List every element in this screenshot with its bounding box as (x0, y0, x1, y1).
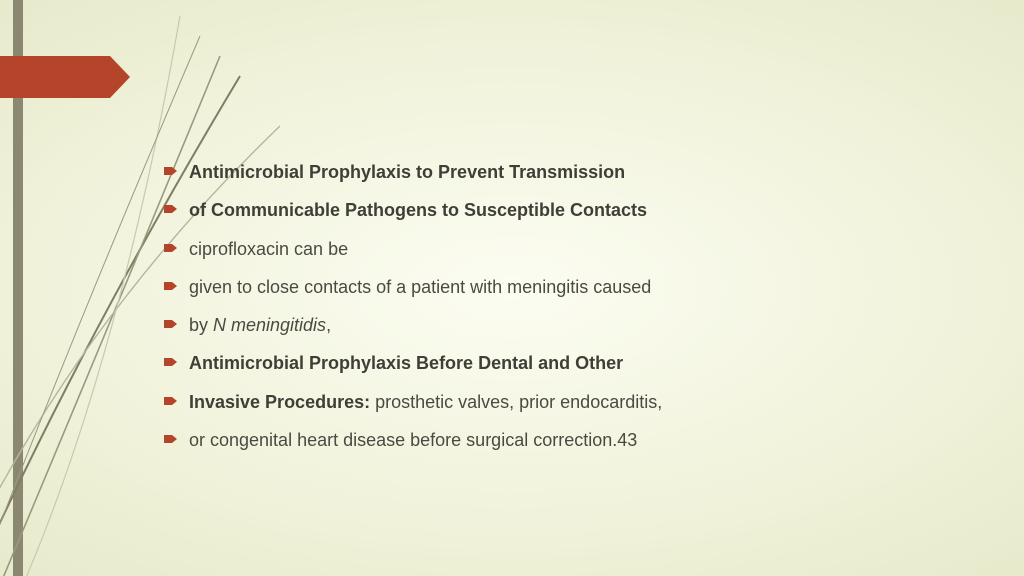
bullet-icon (163, 390, 189, 408)
list-item: of Communicable Pathogens to Susceptible… (163, 198, 943, 222)
list-item-text: ciprofloxacin can be (189, 237, 943, 261)
bullet-icon (163, 160, 189, 178)
list-item-text: Antimicrobial Prophylaxis to Prevent Tra… (189, 160, 943, 184)
text-italic: N meningitidis (213, 315, 326, 335)
list-item-text: of Communicable Pathogens to Susceptible… (189, 198, 943, 222)
list-item: by N meningitidis, (163, 313, 943, 337)
bullet-icon (163, 313, 189, 331)
list-item: Invasive Procedures: prosthetic valves, … (163, 390, 943, 414)
text-prefix: by (189, 315, 213, 335)
text-rest: prosthetic valves, prior endocarditis, (375, 392, 662, 412)
list-item: or congenital heart disease before surgi… (163, 428, 943, 452)
bullet-icon (163, 275, 189, 293)
list-item-text: Invasive Procedures: prosthetic valves, … (189, 390, 943, 414)
bullet-icon (163, 198, 189, 216)
list-item: ciprofloxacin can be (163, 237, 943, 261)
bullet-icon (163, 428, 189, 446)
list-item-text: Antimicrobial Prophylaxis Before Dental … (189, 351, 943, 375)
list-item-text: given to close contacts of a patient wit… (189, 275, 943, 299)
list-item-text: or congenital heart disease before surgi… (189, 428, 943, 452)
text-bold-prefix: Invasive Procedures: (189, 392, 375, 412)
slide: Antimicrobial Prophylaxis to Prevent Tra… (0, 0, 1024, 576)
list-item-text: by N meningitidis, (189, 313, 943, 337)
list-item: given to close contacts of a patient wit… (163, 275, 943, 299)
list-item: Antimicrobial Prophylaxis to Prevent Tra… (163, 160, 943, 184)
bullet-icon (163, 237, 189, 255)
bullet-list: Antimicrobial Prophylaxis to Prevent Tra… (163, 160, 943, 466)
list-item: Antimicrobial Prophylaxis Before Dental … (163, 351, 943, 375)
text-suffix: , (326, 315, 331, 335)
bullet-icon (163, 351, 189, 369)
accent-arrow (0, 56, 130, 98)
